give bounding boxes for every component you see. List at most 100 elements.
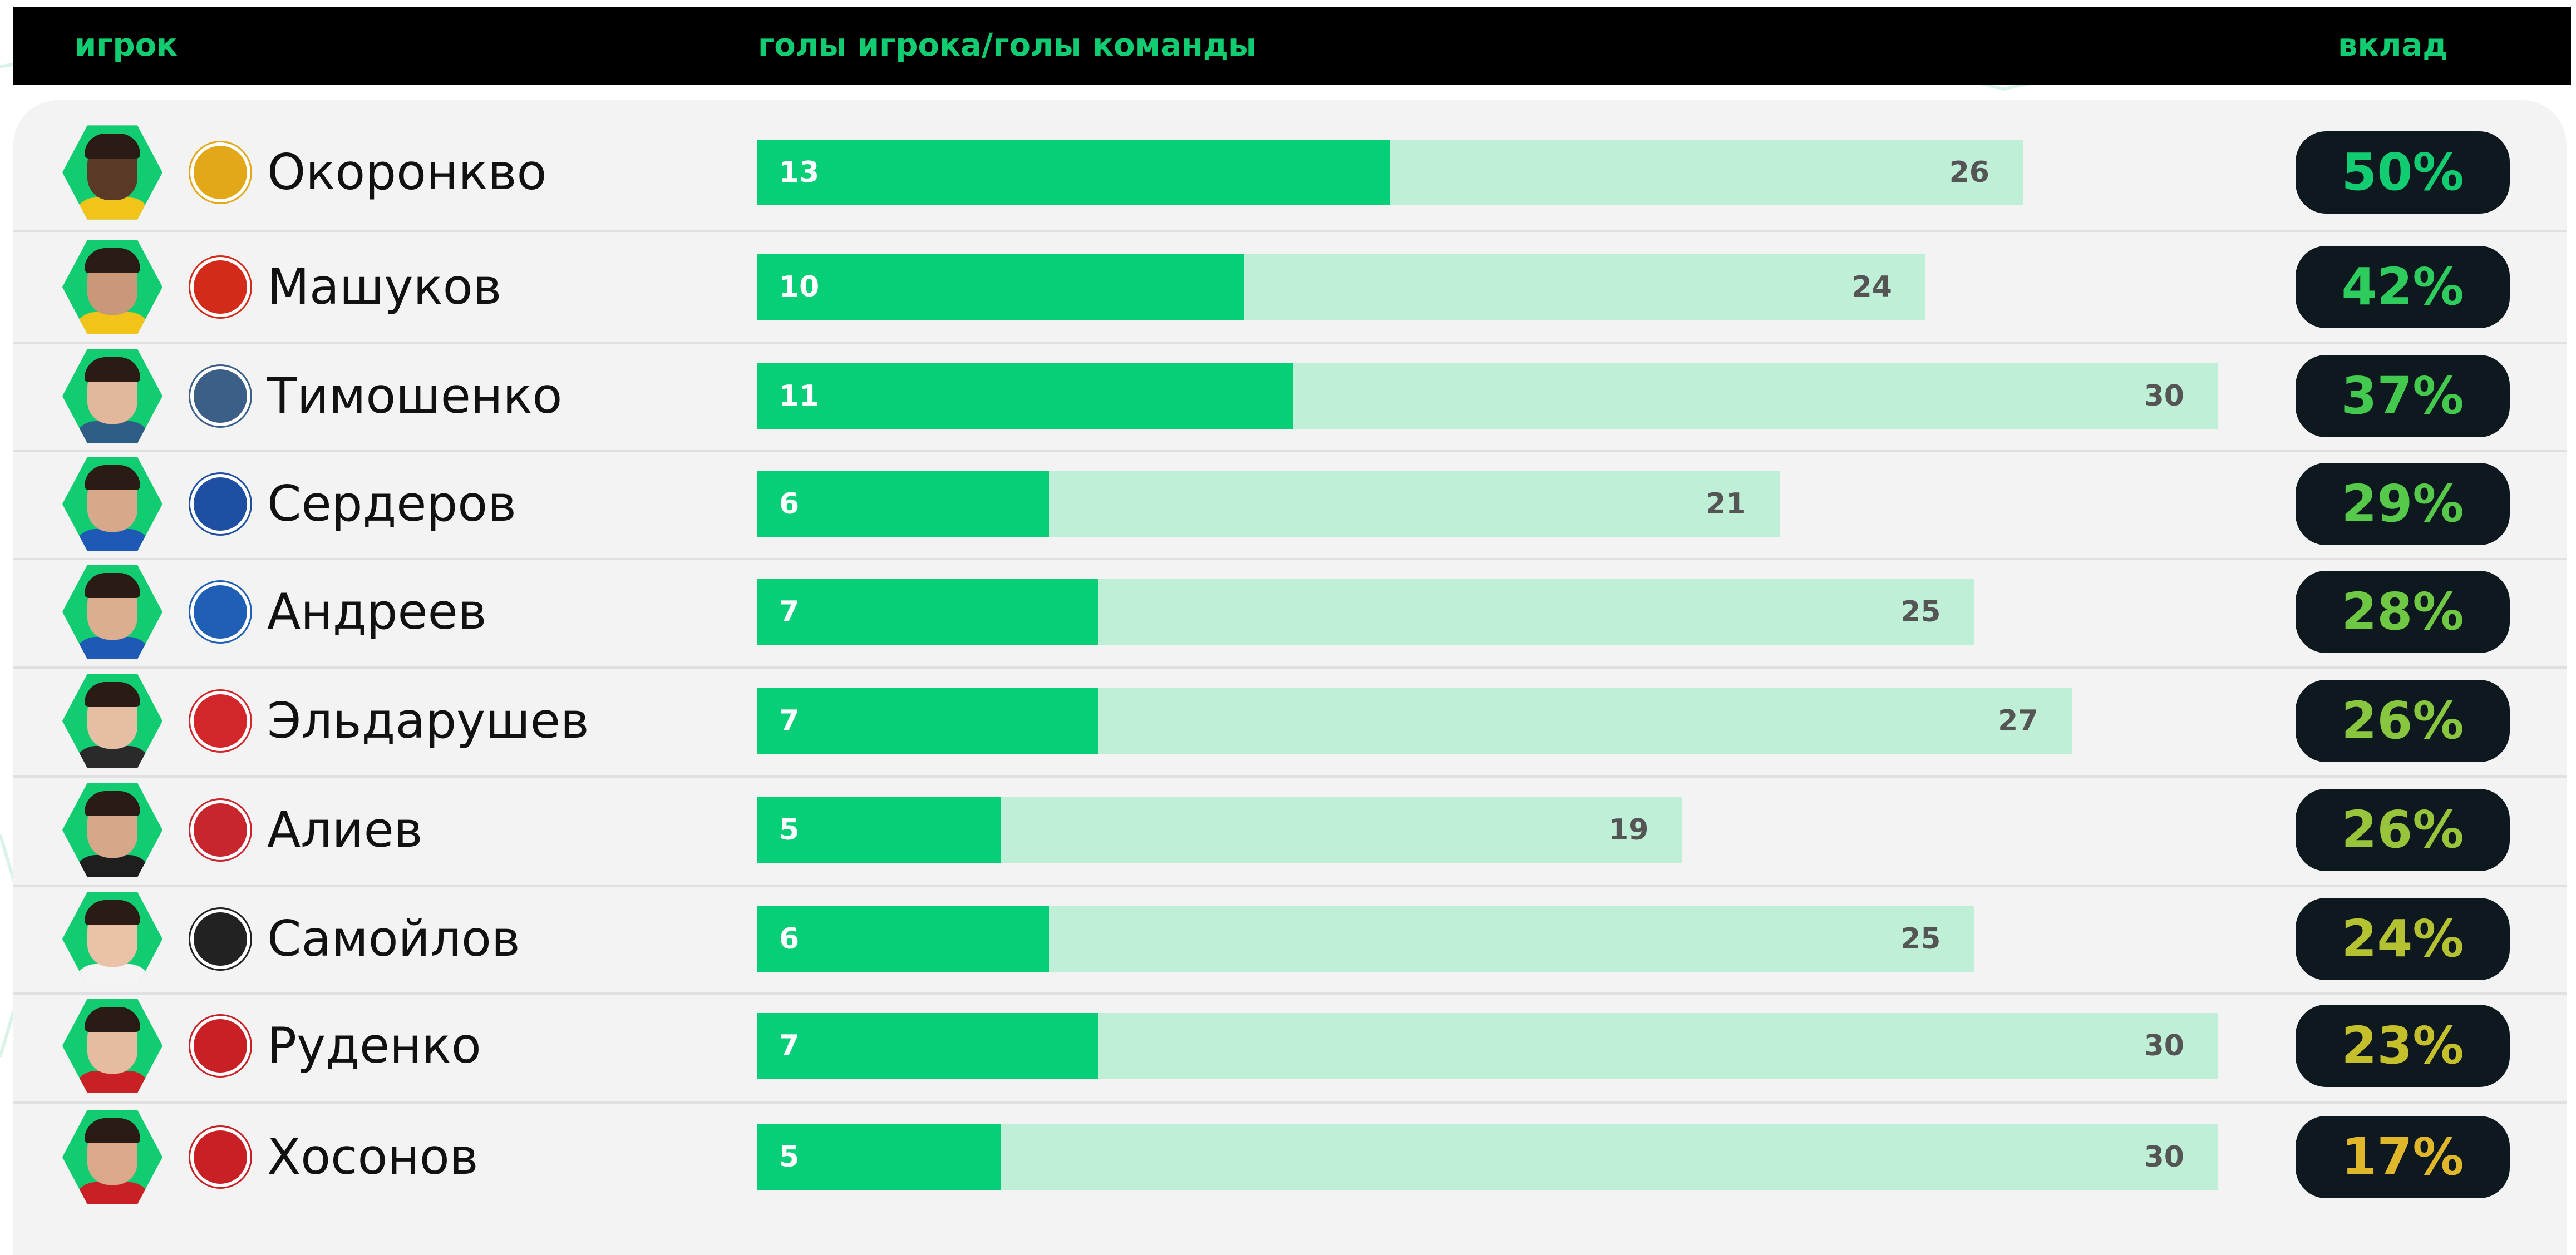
player-goals-label: 11	[779, 379, 820, 413]
player-name: Эльдарушев	[267, 692, 589, 749]
player-goals-bar	[757, 906, 1049, 972]
player-name: Сердеров	[267, 475, 516, 532]
player-shirt	[73, 1071, 151, 1093]
team-goals-bar: 7 27	[757, 688, 2072, 754]
share-badge: 37%	[2296, 355, 2510, 437]
player-goals-bar	[757, 1013, 1098, 1079]
player-goals-bar	[757, 1124, 1001, 1190]
row-divider	[13, 230, 2567, 232]
player-goals-bar	[757, 471, 1049, 537]
player-goals-bar	[757, 363, 1293, 429]
row-divider	[13, 342, 2567, 344]
team-goals-label: 26	[1949, 156, 1989, 189]
team-goals-label: 27	[1998, 704, 2038, 738]
player-shirt	[73, 746, 151, 768]
player-name: Машуков	[267, 258, 502, 315]
row-divider	[13, 992, 2567, 995]
player-shirt	[73, 529, 151, 551]
row-divider	[13, 885, 2567, 887]
player-hair	[85, 682, 140, 707]
arsenal-tula-crest-icon	[190, 142, 250, 202]
team-goals-bar: 10 24	[757, 254, 1925, 320]
dynamo-crest-icon	[190, 474, 250, 534]
player-goals-bar	[757, 797, 1001, 863]
khimki-crest-icon	[190, 1016, 250, 1076]
row-divider	[13, 1101, 2567, 1104]
player-shirt	[73, 312, 151, 334]
player-shirt	[73, 964, 151, 986]
player-shirt	[73, 197, 151, 220]
player-goals-label: 13	[779, 156, 820, 189]
share-badge: 28%	[2296, 571, 2510, 653]
player-hair	[85, 357, 140, 382]
header-share-label: вклад	[2338, 27, 2448, 63]
chernomorets-crest-icon	[190, 582, 250, 642]
team-goals-label: 19	[1608, 813, 1649, 847]
team-goals-bar: 11 30	[757, 363, 2218, 429]
player-goals-label: 7	[779, 704, 800, 738]
share-badge: 26%	[2296, 789, 2510, 871]
team-goals-bar: 6 21	[757, 471, 1780, 537]
player-goals-label: 6	[779, 922, 800, 956]
player-name: Окоронкво	[267, 144, 547, 201]
player-goals-bar	[757, 140, 1390, 205]
team-goals-bar: 5 30	[757, 1124, 2218, 1190]
ska-khabarovsk-crest-icon	[190, 800, 250, 860]
team-goals-bar: 7 25	[757, 579, 1974, 645]
player-shirt	[73, 855, 151, 877]
team-goals-label: 30	[2144, 1140, 2184, 1174]
player-hair	[85, 1007, 140, 1032]
share-badge: 23%	[2296, 1005, 2510, 1087]
share-badge: 24%	[2296, 898, 2510, 980]
player-name: Хосонов	[267, 1128, 479, 1185]
player-hair	[85, 465, 140, 490]
team-goals-bar: 13 26	[757, 140, 2023, 205]
player-goals-label: 6	[779, 487, 800, 521]
team-goals-bar: 5 19	[757, 797, 1682, 863]
player-hair	[85, 573, 140, 598]
player-name: Тимошенко	[267, 367, 563, 424]
team-goals-label: 25	[1900, 595, 1941, 629]
row-divider	[13, 450, 2567, 452]
player-avatar	[62, 125, 162, 220]
khimki-crest-icon	[190, 1127, 250, 1187]
player-goals-label: 5	[779, 1140, 800, 1174]
player-goals-bar	[757, 579, 1098, 645]
player-shirt	[73, 1182, 151, 1204]
team-goals-label: 30	[2144, 1029, 2184, 1063]
player-hair	[85, 134, 140, 159]
alania-crest-icon	[190, 257, 250, 317]
player-goals-label: 10	[779, 270, 820, 304]
player-goals-label: 5	[779, 813, 800, 847]
akron-crest-icon	[190, 691, 250, 751]
player-name: Андреев	[267, 583, 487, 640]
share-badge: 50%	[2296, 131, 2510, 214]
player-hair	[85, 791, 140, 816]
player-shirt	[73, 637, 151, 659]
fakel-crest-icon	[190, 366, 250, 426]
player-name: Алиев	[267, 801, 423, 858]
header-goals-label: голы игрока/голы команды	[758, 27, 1257, 63]
player-goals-label: 7	[779, 1029, 800, 1063]
player-name: Руденко	[267, 1017, 481, 1074]
share-badge: 17%	[2296, 1116, 2510, 1198]
team-goals-bar: 7 30	[757, 1013, 2218, 1079]
row-divider	[13, 666, 2567, 669]
team-goals-label: 21	[1706, 487, 1746, 521]
row-divider	[13, 775, 2567, 778]
player-goals-label: 7	[779, 595, 800, 629]
share-badge: 29%	[2296, 463, 2510, 545]
player-hair	[85, 248, 140, 273]
table-header: игрок голы игрока/голы команды вклад	[13, 7, 2571, 85]
header-player-label: игрок	[75, 27, 178, 63]
share-badge: 42%	[2296, 246, 2510, 328]
row-divider	[13, 558, 2567, 560]
share-badge: 26%	[2296, 680, 2510, 762]
team-goals-bar: 6 25	[757, 906, 1974, 972]
player-hair	[85, 1118, 140, 1143]
team-goals-label: 24	[1851, 270, 1892, 304]
torpedo-crest-icon	[190, 909, 250, 969]
team-goals-label: 30	[2144, 379, 2184, 413]
player-goals-bar	[757, 254, 1244, 320]
team-goals-label: 25	[1900, 922, 1941, 956]
